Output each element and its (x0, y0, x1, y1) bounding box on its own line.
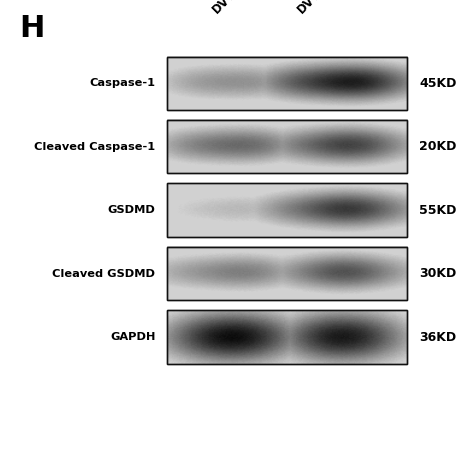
Bar (167, 120, 407, 173)
Text: GAPDH: GAPDH (110, 332, 155, 342)
Text: DVT+INC: DVT+INC (210, 0, 261, 16)
Bar (167, 247, 407, 300)
Bar (167, 57, 407, 110)
Bar (167, 310, 407, 364)
Text: H: H (19, 14, 44, 43)
Text: Caspase-1: Caspase-1 (89, 78, 155, 88)
Bar (167, 183, 407, 237)
Bar (167, 310, 407, 364)
Text: 45KD: 45KD (419, 77, 456, 90)
Text: 20KD: 20KD (419, 140, 456, 153)
Bar (167, 183, 407, 237)
Text: 30KD: 30KD (419, 267, 456, 280)
Text: GSDMD: GSDMD (107, 205, 155, 215)
Text: Cleaved GSDMD: Cleaved GSDMD (52, 269, 155, 279)
Bar (167, 247, 407, 300)
Text: Cleaved Caspase-1: Cleaved Caspase-1 (34, 142, 155, 152)
Text: DVT+inhibitor: DVT+inhibitor (294, 0, 370, 16)
Bar (167, 57, 407, 110)
Text: 55KD: 55KD (419, 204, 456, 217)
Text: 36KD: 36KD (419, 331, 456, 343)
Bar (167, 120, 407, 173)
